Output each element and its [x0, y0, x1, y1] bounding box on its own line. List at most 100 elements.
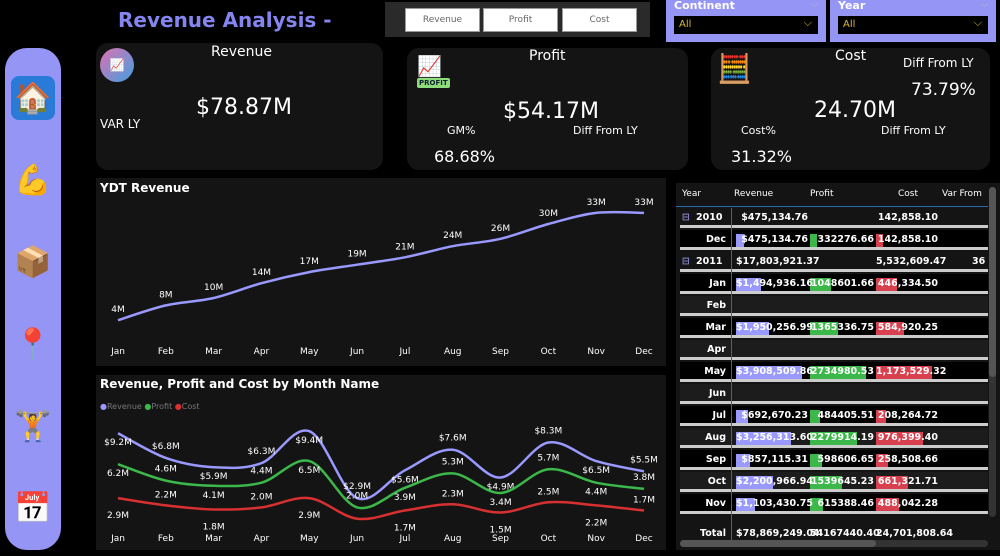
table-row[interactable]: Jun	[680, 384, 988, 404]
x-tick-label: Sep	[492, 347, 509, 357]
data-bar	[876, 322, 904, 335]
table-row[interactable]: ⊟ 2010 $475,134.76 142,858.10	[680, 208, 988, 228]
sidebar-item-products[interactable]: 🏋	[11, 404, 55, 448]
profit-toggle-button[interactable]: Profit	[483, 8, 558, 32]
data-bar	[810, 432, 857, 445]
data-label: 4M	[111, 305, 125, 315]
x-tick-label: Nov	[587, 534, 605, 544]
cost-diff-label-2: Diff From LY	[881, 124, 946, 137]
data-bar	[736, 476, 774, 489]
cost-data-label: 2.0M	[250, 492, 272, 502]
table-row[interactable]: Feb	[680, 296, 988, 316]
chevron-down-icon[interactable]: ⌵	[981, 0, 988, 10]
x-tick-label: Nov	[587, 347, 605, 357]
profit-cell	[810, 208, 874, 228]
profit-data-label: 3.8M	[633, 473, 655, 483]
table-body: ⊟ 2010 $475,134.76 142,858.10 Dec $475,134.76…	[676, 208, 988, 544]
profit-line	[117, 459, 645, 510]
table-row[interactable]: Sep $857,115.31 598606.65 258,508.66	[680, 450, 988, 470]
continent-dropdown[interactable]: All ⌵	[674, 16, 818, 34]
cost-cell: 142,858.10	[877, 234, 938, 245]
cost-cell: 584,920.25	[877, 322, 938, 333]
legend-profit: Profit	[151, 402, 173, 411]
sidebar-item-map[interactable]: 📍	[11, 322, 55, 366]
calculator-icon: 🧮	[717, 52, 752, 85]
data-label: 14M	[252, 268, 271, 278]
revenue-line	[117, 429, 645, 501]
table-row[interactable]: Jan $1,494,936.16 1048601.66 446,334.50	[680, 274, 988, 294]
table-row[interactable]: Mar $1,950,256.99 1365336.75 584,920.25	[680, 318, 988, 338]
continent-value: All	[679, 19, 692, 30]
profit-data-label: 4.6M	[155, 465, 177, 475]
cost-cell: 208,264.72	[877, 410, 938, 421]
x-tick-label: Mar	[205, 534, 222, 544]
cost-cell	[876, 384, 938, 404]
returns-icon: 📦	[14, 244, 52, 280]
profit-value: $54.17M	[503, 99, 599, 124]
month-label: Oct	[707, 476, 726, 487]
x-tick-label: Jan	[110, 347, 125, 357]
table-row[interactable]: Nov $1,103,430.75 615388.46 488,042.28	[680, 494, 988, 514]
cost-cell: 661,321.71	[877, 476, 938, 487]
revenue-data-label: $2.9M	[343, 482, 371, 492]
x-tick-label: Aug	[444, 347, 462, 357]
table-row[interactable]: Dec $475,134.76 332276.66 142,858.10	[680, 230, 988, 250]
profit-data-label: 6.5M	[298, 466, 320, 476]
month-label: Jun	[708, 388, 726, 399]
revenue-data-label: $8.3M	[534, 427, 562, 437]
vertical-scrollbar[interactable]	[989, 187, 996, 517]
column-header-profit[interactable]: Profit	[810, 189, 834, 199]
table-row[interactable]: May $3,908,509.86 2734980.53 1,173,529.32	[680, 362, 988, 382]
data-bar	[736, 454, 751, 467]
table-row[interactable]: Aug $3,256,313.60 2279914.19 976,399.40	[680, 428, 988, 448]
cost-card: 🧮 Cost Diff From LY 73.79% 24.70M Cost% …	[711, 48, 990, 170]
cost-cell: 976,399.40	[877, 432, 938, 443]
column-header-year[interactable]: Year	[682, 189, 702, 199]
revenue-data-label: $6.3M	[248, 447, 276, 457]
profit-card: 📈 PROFIT Profit $54.17M GM% Diff From LY…	[407, 48, 688, 170]
sidebar-item-returns[interactable]: 📦	[11, 240, 55, 284]
month-label: Aug	[705, 432, 726, 443]
month-label: Apr	[707, 344, 726, 355]
cost-data-label: 1.8M	[203, 522, 225, 532]
cost-cell	[876, 296, 938, 316]
table-row[interactable]: Apr	[680, 340, 988, 360]
horizontal-scrollbar[interactable]	[680, 540, 988, 547]
column-header-cost[interactable]: Cost	[898, 189, 919, 199]
profit-cell: 1539645.23	[810, 476, 874, 487]
sidebar-item-calendar[interactable]: 📅	[11, 486, 55, 530]
month-label: Feb	[706, 300, 726, 311]
sidebar-item-customer[interactable]: 💪	[11, 158, 55, 202]
sidebar-item-home[interactable]: 🏠	[11, 76, 55, 120]
collapse-icon[interactable]: ⊟	[682, 212, 690, 223]
x-tick-label: Oct	[541, 534, 557, 544]
data-bar	[876, 278, 898, 291]
ydt-revenue-chart: YDT Revenue 4M Jan 8M Feb 10M Mar 14M Apr 17M May…	[96, 178, 666, 366]
cost-toggle-button[interactable]: Cost	[562, 8, 637, 32]
profit-cell: 1365336.75	[810, 322, 874, 333]
chevron-down-icon[interactable]: ⌵	[811, 0, 818, 10]
profit-cell: 2279914.19	[810, 432, 874, 443]
profit-cell	[810, 384, 874, 404]
collapse-icon[interactable]: ⊟	[682, 256, 690, 267]
data-label: 26M	[491, 224, 510, 234]
profit-data-label: 4.4M	[585, 488, 607, 498]
revenue-matrix-table: Year Revenue Profit Cost Var From ⊟ 2010 $475,…	[676, 183, 1000, 550]
revenue-toggle-button[interactable]: Revenue	[405, 8, 480, 32]
cost-data-label: 1.7M	[394, 523, 416, 533]
column-header-revenue[interactable]: Revenue	[734, 189, 774, 199]
table-row[interactable]: Jul $692,670.23 484405.51 208,264.72	[680, 406, 988, 426]
continent-label: Continent	[674, 0, 735, 12]
revenue-cell: $3,256,313.60	[736, 432, 813, 443]
profit-cell: 598606.65	[817, 454, 875, 465]
month-label: Dec	[706, 234, 726, 245]
x-tick-label: Sep	[492, 534, 509, 544]
legend-revenue: Revenue	[106, 402, 142, 411]
legend-cost: Cost	[181, 402, 200, 411]
chart-legend: ●Revenue ●Profit ●Cost	[100, 402, 200, 411]
column-header-var-from[interactable]: Var From	[942, 189, 982, 199]
cost-data-label: 1.5M	[490, 526, 512, 536]
year-dropdown[interactable]: All ⌵	[838, 16, 988, 34]
table-row[interactable]: ⊟ 2011 $17,803,921.37 5,532,609.47 36	[680, 252, 988, 272]
table-row[interactable]: Oct $2,200,966.94 1539645.23 661,321.71	[680, 472, 988, 492]
